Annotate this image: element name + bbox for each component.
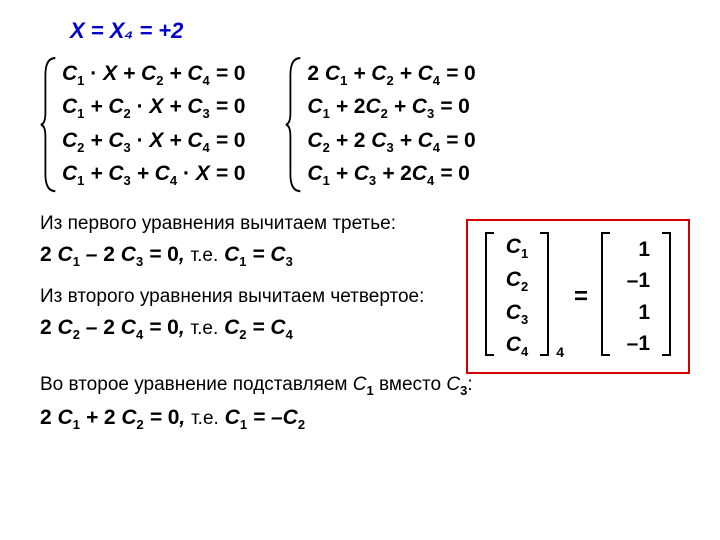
eq-a1: C1 · X + C2 + C4 = 0 xyxy=(62,58,245,91)
deriv-eq-1: 2 C1 – 2 C3 = 0, т.е. C1 = C3 xyxy=(40,243,446,269)
header-equation: X = X₄ = +2 xyxy=(70,18,690,44)
vector-c: C1 C2 C3 C4 xyxy=(506,231,528,362)
result-vector: C1 C2 C3 C4 4 = 1 –1 1 –1 xyxy=(482,231,674,362)
derivation-block: Из первого уравнения вычитаем третье: 2 … xyxy=(40,213,690,374)
text-3: Во второе уравнение подставляем C1 вмест… xyxy=(40,374,690,398)
rbracket-1 xyxy=(538,231,552,357)
vector-subscript: 4 xyxy=(556,344,564,360)
lbracket-2 xyxy=(598,231,612,357)
system-left: C1 · X + C2 + C4 = 0 C1 + C2 · X + C3 = … xyxy=(40,58,245,191)
eq-b1: 2 C1 + C2 + C4 = 0 xyxy=(307,58,475,91)
lbracket-1 xyxy=(482,231,496,357)
c3: C3 xyxy=(506,297,528,330)
v4: –1 xyxy=(622,328,650,360)
v2: –1 xyxy=(622,265,650,297)
c1: C1 xyxy=(506,231,528,264)
v1: 1 xyxy=(622,234,650,266)
c4: C4 xyxy=(506,329,528,362)
vector-values: 1 –1 1 –1 xyxy=(622,234,650,360)
equals-icon: = xyxy=(574,283,588,311)
rbracket-2 xyxy=(660,231,674,357)
derivation-text: Из первого уравнения вычитаем третье: 2 … xyxy=(40,213,446,357)
system-right: 2 C1 + C2 + C4 = 0 C1 + 2C2 + C3 = 0 C2 … xyxy=(285,58,475,191)
v3: 1 xyxy=(622,297,650,329)
result-box: C1 C2 C3 C4 4 = 1 –1 1 –1 xyxy=(466,219,690,374)
deriv-eq-3: 2 C1 + 2 C2 = 0, т.е. C1 = –C2 xyxy=(40,406,690,432)
eq-a3: C2 + C3 · X + C4 = 0 xyxy=(62,125,245,158)
brace-right xyxy=(285,56,303,193)
eq-a2: C1 + C2 · X + C3 = 0 xyxy=(62,91,245,124)
brace-left xyxy=(40,56,58,193)
text-1: Из первого уравнения вычитаем третье: xyxy=(40,213,446,235)
text-2: Из второго уравнения вычитаем четвертое: xyxy=(40,286,446,308)
c2: C2 xyxy=(506,264,528,297)
eq-a4: C1 + C3 + C4 · X = 0 xyxy=(62,158,245,191)
eq-b3: C2 + 2 C3 + C4 = 0 xyxy=(307,125,475,158)
eq-b2: C1 + 2C2 + C3 = 0 xyxy=(307,91,475,124)
deriv-eq-2: 2 C2 – 2 C4 = 0, т.е. C2 = C4 xyxy=(40,316,446,342)
eq-b4: C1 + C3 + 2C4 = 0 xyxy=(307,158,475,191)
equation-systems: C1 · X + C2 + C4 = 0 C1 + C2 · X + C3 = … xyxy=(40,58,690,191)
